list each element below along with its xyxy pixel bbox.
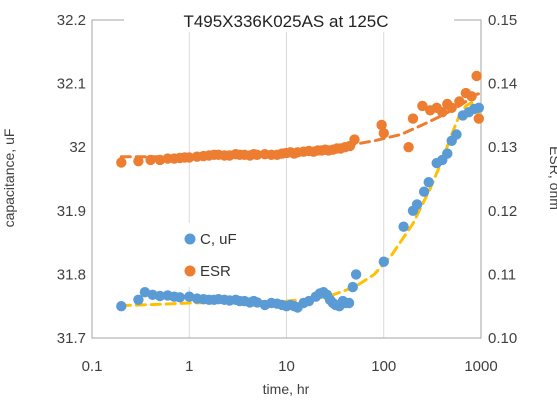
esr-point [133,156,144,167]
esr-point [154,154,166,166]
c-point [378,256,389,267]
chart-title: T495X336K025AS at 125C [183,12,388,31]
legend-marker-esr [184,265,196,277]
y-left-tick-label: 31.9 [57,203,86,220]
y-right-tick-label: 0.11 [488,266,516,283]
x-tick-label: 100 [371,358,396,375]
c-point [451,129,462,140]
esr-point [376,119,387,131]
c-point [418,186,430,197]
esr-point [184,152,195,163]
esr-point [473,113,484,124]
y-right-tick-label: 0.14 [488,76,517,93]
c-point [154,290,166,302]
esr-point [407,113,419,124]
c-point [442,148,453,159]
c-point [411,199,423,210]
legend-background [168,223,248,287]
y-left-axis-title: capacitance, uF [1,129,17,228]
c-point [473,102,484,114]
title-background [124,8,454,32]
y-left-tick-label: 31.8 [57,266,86,283]
esr-point [471,70,482,82]
y-left-tick-label: 32 [69,139,86,156]
y-right-tick-label: 0.13 [488,139,517,156]
y-right-tick-label: 0.15 [488,12,517,29]
esr-point [145,154,156,166]
x-axis-title: time, hr [263,381,310,397]
y-left-tick-label: 31.7 [57,330,86,347]
c-point [174,292,185,303]
esr-point [437,107,448,118]
esr-point [378,128,389,139]
c-point [398,221,409,232]
c-point [116,301,127,312]
esr-point [446,102,457,114]
esr-point [454,96,465,107]
c-point [343,297,355,309]
legend-label-esr: ESR [200,263,231,280]
y-right-tick-label: 0.12 [488,203,517,220]
x-tick-label: 1 [185,358,193,375]
x-tick-label: 10 [278,358,295,375]
x-tick-label: 0.1 [82,358,103,375]
legend-marker-c [184,233,196,245]
c-point [347,281,358,293]
c-point [350,269,362,280]
y-left-tick-label: 32.1 [57,76,86,93]
esr-point [417,100,428,112]
data-points [116,70,484,313]
esr-point [116,157,127,168]
tick-labels: 0.1 1 10 100 100031.731.831.93232.132.20.100… [57,12,517,375]
legend-label-c: C, uF [200,231,237,248]
c-point [423,177,434,188]
esr-point [403,142,414,153]
esr-point [252,149,263,160]
y-right-tick-label: 0.10 [488,330,517,347]
y-left-tick-label: 32.2 [57,12,86,29]
x-tick-label: 1000 [464,358,497,375]
c-point [133,294,144,305]
legend: C, uF ESR [168,223,248,287]
esr-point [349,134,360,145]
y-right-axis-title: ESR, ohm [547,146,557,210]
esr-point [466,91,477,102]
